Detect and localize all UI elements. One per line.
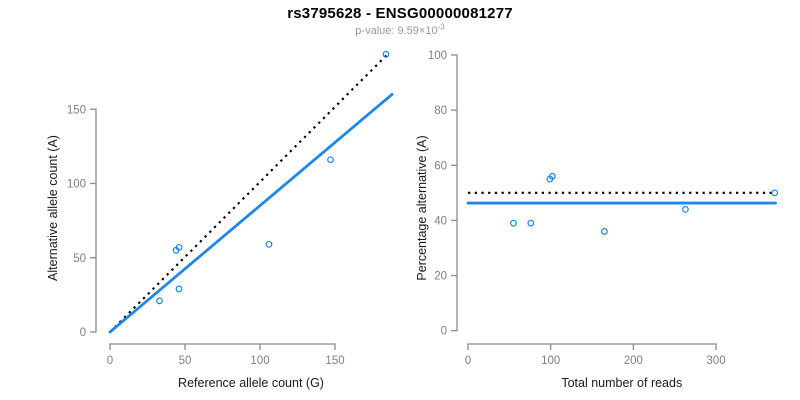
data-point xyxy=(175,285,183,293)
data-point xyxy=(771,189,779,197)
x-tick-label: 200 xyxy=(624,355,643,367)
data-point xyxy=(265,240,273,248)
y-tick-label: 0 xyxy=(80,327,86,339)
data-point xyxy=(527,219,535,227)
data-point xyxy=(175,243,183,251)
y-axis-title: Percentage alternative (A) xyxy=(415,135,429,280)
x-tick-label: 100 xyxy=(541,355,560,367)
data-point xyxy=(682,205,689,213)
data-point xyxy=(601,228,608,235)
data-point xyxy=(156,297,163,305)
y-tick-label: 150 xyxy=(67,104,86,116)
pvalue-mantissa: 9.59×10 xyxy=(397,25,438,37)
y-tick-label: 80 xyxy=(434,105,447,117)
y-tick-label: 50 xyxy=(73,253,86,265)
identity-expected-line xyxy=(109,52,390,333)
x-axis-title: Reference allele count (G) xyxy=(178,376,324,390)
right-scatter-plot: 0 20 40 60 80 100 0 100 200 300 Total number of re… xyxy=(415,50,779,390)
x-tick-label: 300 xyxy=(706,355,725,367)
x-axis-title: Total number of reads xyxy=(561,376,682,390)
x-tick-label: 0 xyxy=(465,355,471,367)
x-tick-label: 0 xyxy=(107,355,113,367)
pvalue-prefix: p-value: xyxy=(355,25,398,37)
x-tick-label: 50 xyxy=(179,355,192,367)
data-point xyxy=(327,156,334,164)
y-tick-label: 100 xyxy=(428,50,447,62)
y-axis-title: Alternative allele count (A) xyxy=(46,135,60,281)
y-tick-label: 40 xyxy=(434,215,447,227)
y-tick-label: 0 xyxy=(441,326,447,338)
figure-title: rs3795628 - ENSG00000081277 xyxy=(287,5,513,22)
data-point xyxy=(510,219,517,227)
figure-subtitle: p-value: 9.59×10-3 xyxy=(0,22,800,37)
y-tick-label: 60 xyxy=(434,160,447,172)
y-tick-label: 100 xyxy=(67,179,86,191)
data-point xyxy=(382,50,390,58)
data-point xyxy=(548,172,556,180)
regression-fit-line xyxy=(108,93,394,334)
y-tick-label: 20 xyxy=(434,271,447,283)
pvalue-exponent: -3 xyxy=(437,22,445,32)
x-tick-label: 150 xyxy=(325,355,344,367)
x-tick-label: 100 xyxy=(250,355,269,367)
